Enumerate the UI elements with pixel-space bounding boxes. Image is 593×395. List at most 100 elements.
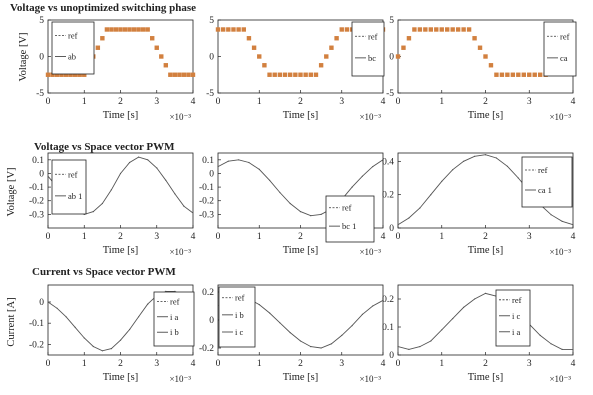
legend-label-r3c2-1: i b: [235, 310, 244, 320]
data-point-r2c3-9: [495, 157, 497, 159]
data-marker-r1c1-4: [63, 72, 69, 77]
legend-label-r1c1-1: ab: [68, 51, 76, 61]
y-tick-label-r3c1-2: -0.2: [29, 340, 44, 350]
data-marker-r1c1-30: [181, 72, 187, 77]
row-title-3: Current vs Space vector PWM: [32, 266, 176, 278]
legend-box-r1c1: [51, 21, 95, 75]
y-tick-label-r2c3-1: 0.2: [382, 191, 394, 201]
data-marker-r1c1-23: [150, 36, 155, 41]
legend-label-r3c3-1: i c: [512, 311, 520, 321]
x-tick-label-r3c2-4: 4: [381, 359, 386, 369]
x-tick-label-r1c2-0: 0: [216, 97, 221, 107]
legend-box-r3c2: [218, 286, 256, 348]
x-tick-label-r1c1-1: 1: [82, 97, 87, 107]
x-tick-label-r3c3-1: 1: [439, 359, 444, 369]
data-marker-r1c1-31: [186, 72, 191, 77]
data-marker-r1c3-7: [434, 27, 439, 32]
ylabel-row-2: Voltage [V]: [6, 167, 17, 216]
data-point-r2c3-2: [419, 207, 421, 209]
data-marker-r1c3-2: [406, 36, 412, 41]
x-tick-label-r2c3-4: 4: [571, 232, 576, 242]
data-point-r3c2-4: [258, 304, 260, 306]
data-point-r2c1-16: [192, 212, 194, 214]
data-point-r3c1-2: [65, 316, 67, 318]
data-marker-r1c1-1: [50, 72, 55, 77]
data-marker-r1c3-21: [510, 72, 516, 77]
x-axis-label-r2c3: Time [s]: [468, 245, 504, 256]
y-tick-label-r2c2-4: -0.3: [199, 210, 214, 220]
data-point-r3c3-3: [430, 340, 432, 342]
data-marker-r1c2-23: [334, 36, 339, 41]
data-marker-r1c3-22: [516, 72, 521, 77]
data-point-r3c3-16: [572, 348, 574, 350]
y-tick-label-r1c3-2: -5: [386, 89, 394, 99]
legend-r3c3: ref i c i a: [495, 289, 531, 347]
y-tick-label-r2c2-1: 0: [209, 169, 214, 179]
data-marker-r1c2-24: [339, 27, 344, 32]
data-marker-r1c1-20: [136, 27, 141, 32]
data-marker-r1c3-20: [505, 72, 510, 77]
data-marker-r1c1-32: [190, 72, 196, 77]
x-tick-label-r2c3-0: 0: [396, 232, 401, 242]
legend-label-r1c3-0: ref: [560, 31, 570, 41]
data-point-r2c3-5: [452, 169, 454, 171]
data-point-r3c2-15: [372, 305, 374, 307]
data-point-r3c3-6: [463, 306, 465, 308]
data-marker-r1c1-19: [131, 27, 137, 32]
data-marker-r1c2-21: [324, 54, 329, 59]
data-marker-r1c2-13: [282, 72, 288, 77]
legend-label-r1c3-1: ca: [560, 53, 568, 63]
data-marker-r1c1-3: [59, 72, 64, 77]
data-point-r2c3-1: [408, 217, 410, 219]
data-marker-r1c2-16: [298, 72, 303, 77]
data-point-r2c1-5: [92, 211, 94, 213]
data-marker-r1c2-7: [251, 45, 257, 50]
data-point-r3c2-16: [382, 299, 384, 301]
legend-label-r3c2-2: i c: [235, 327, 243, 337]
x-tick-label-r2c3-2: 2: [483, 232, 488, 242]
data-marker-r1c1-8: [82, 72, 87, 77]
data-point-r2c3-0: [397, 224, 399, 226]
x-tick-label-r2c1-4: 4: [191, 232, 196, 242]
data-marker-r1c3-17: [488, 63, 494, 68]
data-marker-r1c1-13: [104, 27, 110, 32]
data-marker-r1c3-24: [527, 72, 532, 77]
data-marker-r1c1-26: [163, 63, 169, 68]
data-point-r3c2-9: [310, 346, 312, 348]
y-tick-label-r3c3-2: 0: [389, 351, 394, 361]
x-tick-label-r1c3-1: 1: [439, 97, 444, 107]
legend-box-r1c2: [351, 21, 385, 77]
data-marker-r1c2-11: [272, 72, 277, 77]
legend-box-r2c1: [51, 159, 87, 215]
data-point-r3c3-14: [550, 343, 552, 345]
data-marker-r1c1-7: [77, 72, 82, 77]
y-tick-label-r3c1-0: 0: [39, 298, 44, 308]
data-point-r2c2-5: [269, 179, 271, 181]
legend-box-r2c3: [521, 156, 573, 208]
x-axis-exponent-r1c1: ×10⁻³: [169, 112, 191, 122]
legend-label-r2c3-0: ref: [538, 165, 548, 175]
x-axis-label-r1c1: Time [s]: [103, 110, 139, 121]
data-point-r3c3-2: [419, 346, 421, 348]
data-marker-r1c2-5: [241, 27, 246, 32]
x-tick-label-r3c1-3: 3: [154, 359, 159, 369]
data-point-r3c1-5: [92, 345, 94, 348]
data-marker-r1c3-1: [401, 45, 406, 50]
x-tick-label-r1c3-3: 3: [527, 97, 532, 107]
data-point-r2c2-10: [320, 213, 322, 215]
legend-r1c1: ref ab: [51, 21, 95, 75]
data-marker-r1c1-17: [122, 27, 128, 32]
ylabel-row-3: Current [A]: [6, 297, 17, 346]
data-marker-r1c1-11: [95, 45, 101, 50]
y-tick-label-r2c2-0: 0.1: [202, 156, 214, 166]
x-tick-label-r2c2-4: 4: [381, 232, 386, 242]
data-marker-r1c3-5: [423, 27, 428, 32]
legend-label-r2c1-1: ab 1: [68, 191, 82, 201]
data-marker-r1c3-12: [461, 27, 466, 32]
data-point-r2c2-3: [248, 161, 250, 164]
data-point-r2c3-10: [506, 165, 508, 167]
data-point-r2c1-9: [129, 161, 131, 164]
panel-r3c1: 0 1 2 3 4 0 -0.1 -0.2 Time [s] ×10⁻³ ref i a i b: [29, 284, 196, 384]
data-point-r3c2-8: [299, 340, 302, 342]
